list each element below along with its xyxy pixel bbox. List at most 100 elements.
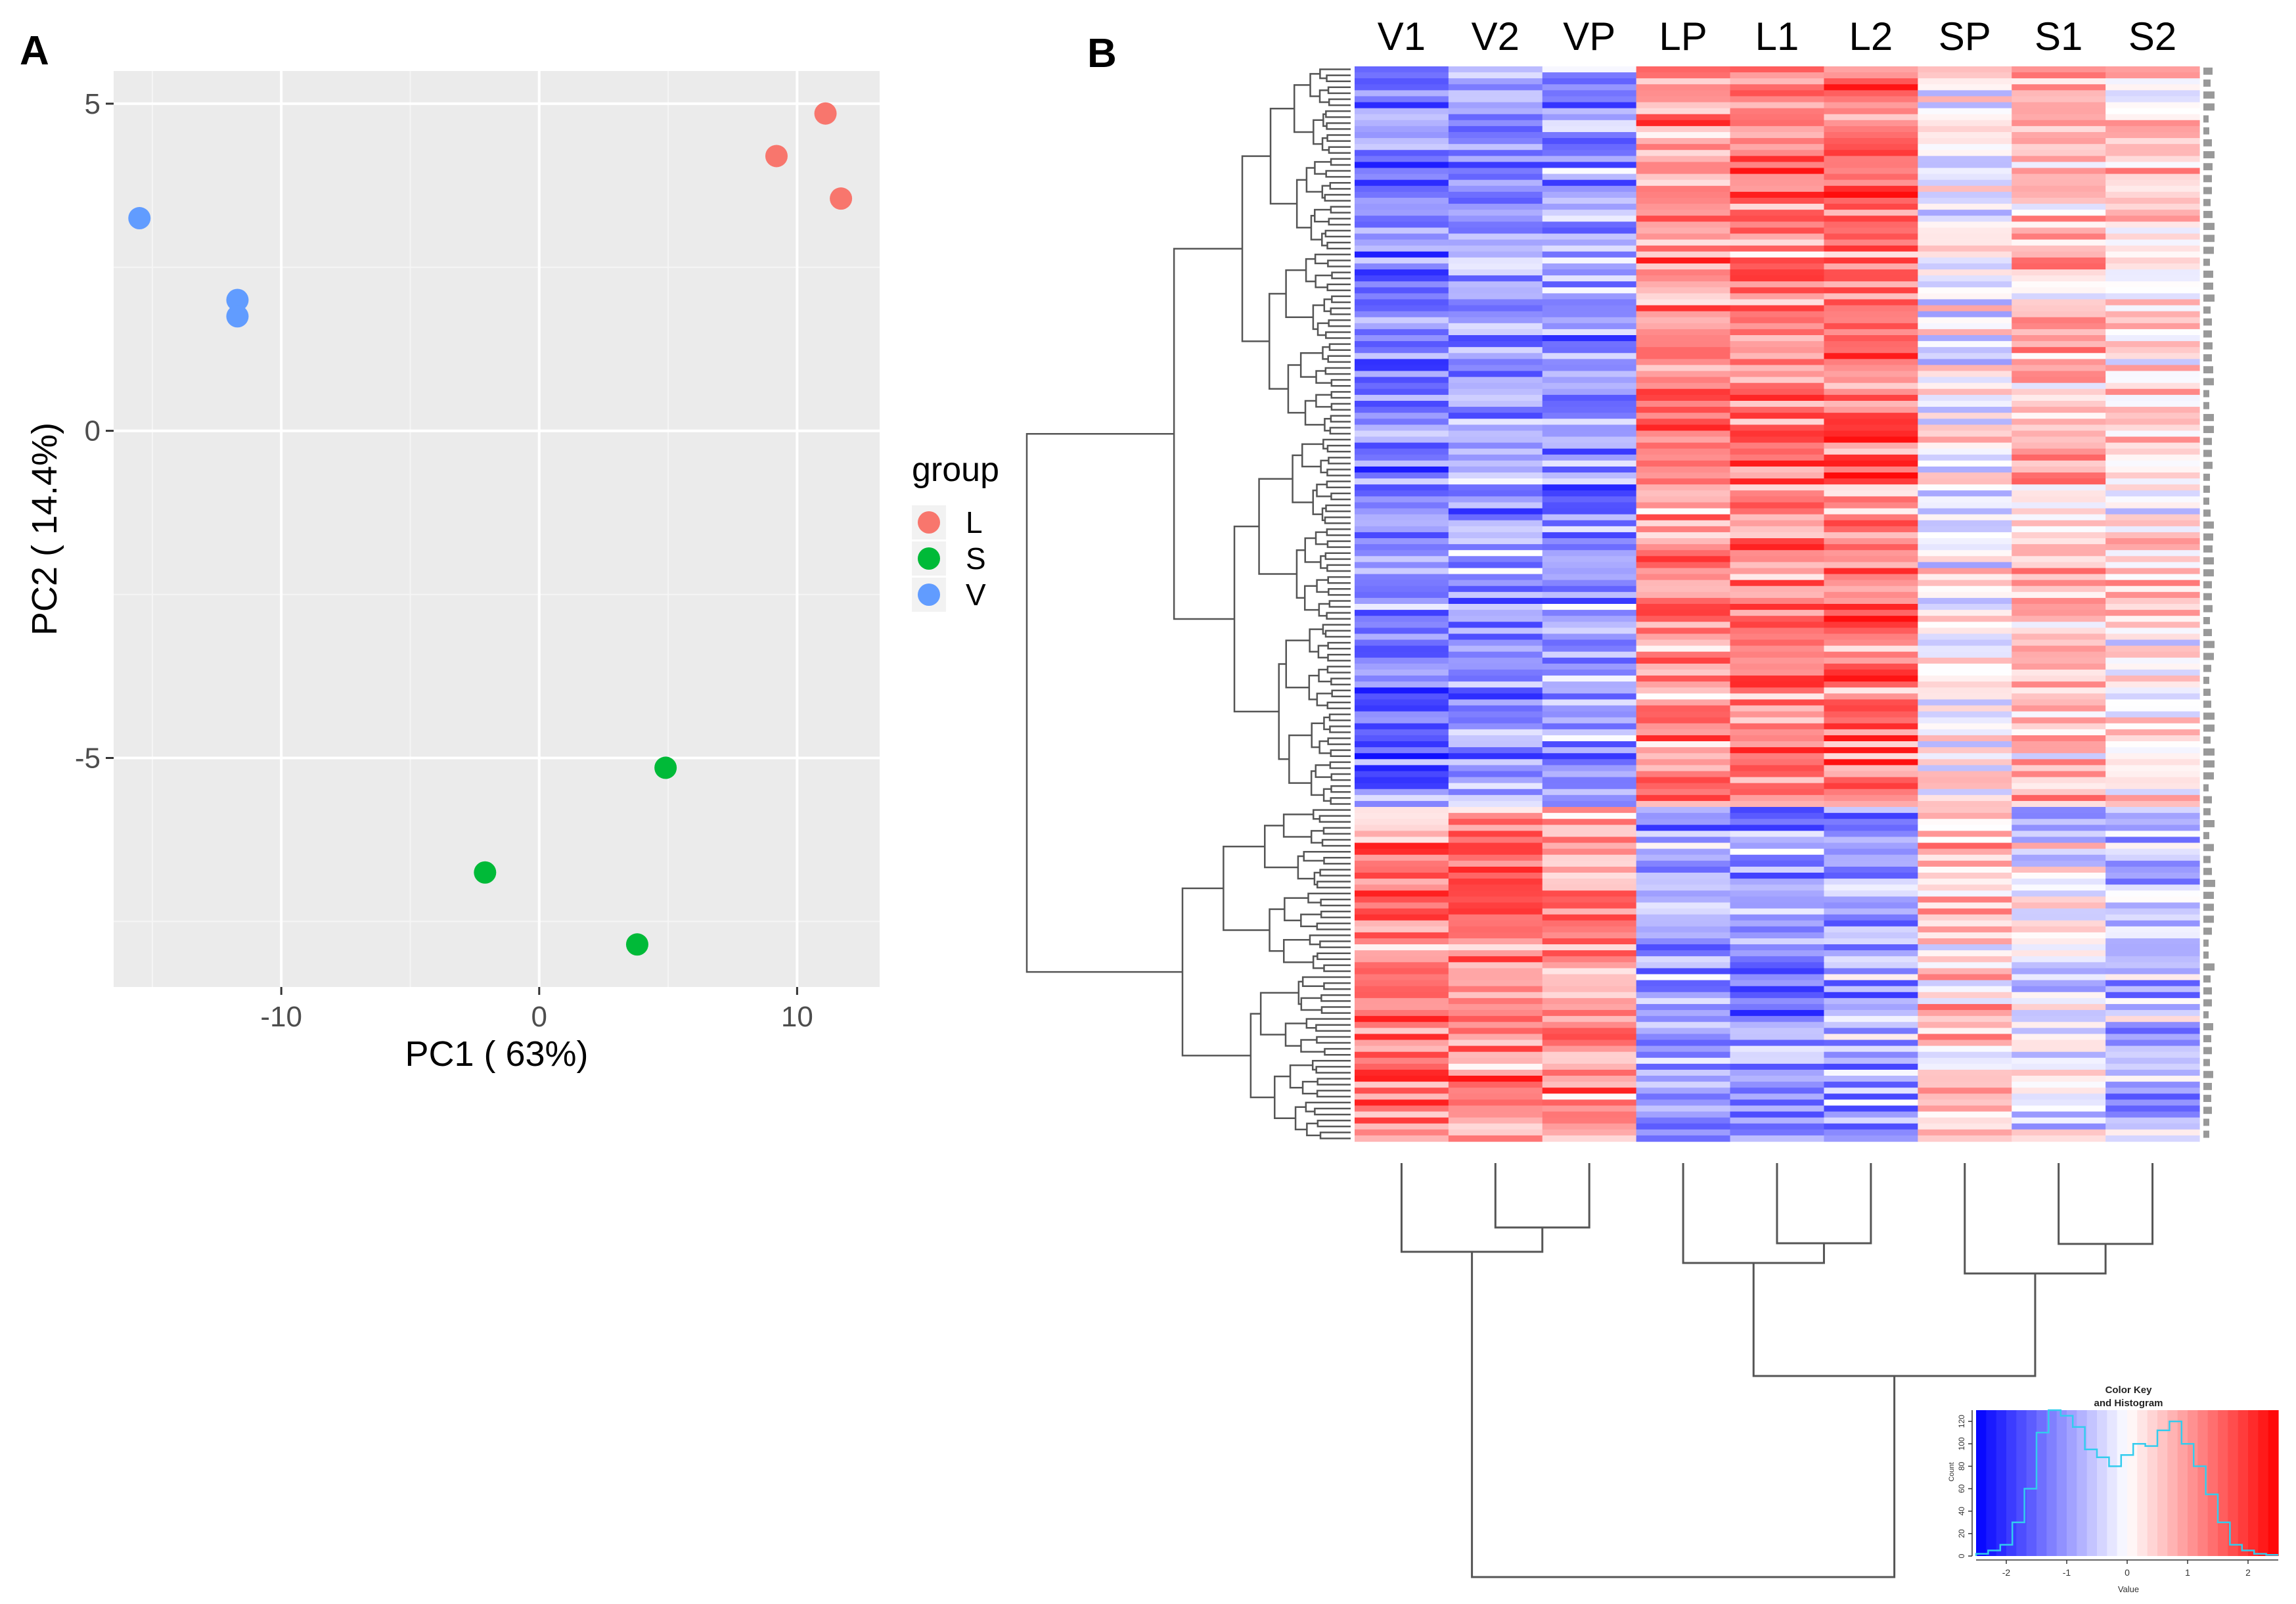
heatmap-cell: [1824, 616, 1918, 622]
heatmap-cell: [2012, 275, 2106, 282]
heatmap-cell: [1448, 550, 1543, 557]
heatmap-cell: [1542, 657, 1637, 664]
heatmap-cell: [1824, 825, 1918, 831]
heatmap-cell: [1730, 251, 1825, 258]
heatmap-cell: [1918, 520, 2012, 527]
heatmap-cell: [1448, 216, 1543, 222]
heatmap-cell: [1730, 1016, 1825, 1022]
row-dendrogram-branch: [1330, 749, 1351, 758]
heatmap-cell: [1448, 144, 1543, 150]
color-key-swatch: [2037, 1410, 2047, 1556]
row-dendrogram-branch: [1330, 677, 1351, 685]
heatmap-cell: [1918, 275, 2012, 282]
heatmap-cell: [2012, 532, 2106, 539]
heatmap-cell: [2012, 311, 2106, 318]
heatmap-cell: [1448, 842, 1543, 850]
heatmap-cell: [2012, 753, 2106, 760]
heatmap-cell: [1448, 908, 1543, 915]
heatmap-cell: [1542, 126, 1637, 133]
heatmap-cell: [2012, 84, 2106, 91]
heatmap-cell: [1448, 365, 1543, 372]
heatmap-cell: [1448, 382, 1543, 390]
heatmap-cell: [2105, 179, 2200, 187]
heatmap-cell: [1918, 239, 2012, 246]
heatmap-cell: [2012, 126, 2106, 133]
heatmap-cell: [1730, 466, 1825, 473]
heatmap-cell: [1355, 216, 1449, 222]
heatmap-cell: [1730, 765, 1825, 772]
heatmap-cell: [1636, 1111, 1731, 1118]
heatmap-cell: [1824, 819, 1918, 825]
heatmap-cell: [1918, 168, 2012, 175]
heatmap-cell: [1448, 902, 1543, 909]
row-label: [2203, 700, 2211, 708]
heatmap-cell: [1542, 956, 1637, 963]
heatmap-cell: [1918, 992, 2012, 999]
heatmap-cell: [2105, 914, 2200, 921]
heatmap-cell: [1636, 699, 1731, 706]
heatmap-cell: [1355, 669, 1449, 676]
heatmap-cell: [1542, 980, 1637, 987]
heatmap-cell: [1542, 800, 1637, 808]
heatmap-cell: [2012, 150, 2106, 156]
row-dendrogram-branch: [1293, 84, 1314, 133]
heatmap-cell: [1636, 693, 1731, 700]
heatmap-cell: [1448, 1082, 1543, 1088]
heatmap-cell: [1448, 681, 1543, 688]
heatmap-cell: [1918, 705, 2012, 712]
heatmap-cell: [1448, 622, 1543, 628]
heatmap-cell: [1355, 914, 1449, 921]
heatmap-cell: [1918, 1010, 2012, 1017]
heatmap-cell: [1542, 263, 1637, 270]
row-dendrogram-branch: [1327, 260, 1351, 267]
heatmap-cell: [2105, 1003, 2200, 1011]
heatmap-cell: [2012, 604, 2106, 610]
row-dendrogram-branch: [1285, 269, 1313, 318]
heatmap-cell: [2012, 729, 2106, 736]
heatmap-cell: [1824, 90, 1918, 97]
heatmap-cell: [1355, 681, 1449, 688]
heatmap-cell: [1918, 317, 2012, 324]
heatmap-cell: [1730, 974, 1825, 981]
heatmap-cell: [2012, 628, 2106, 635]
heatmap-cell: [1355, 908, 1449, 915]
heatmap-cell: [1636, 287, 1731, 294]
row-dendrogram-branch: [1316, 1036, 1351, 1044]
column-label-SP: SP: [1939, 14, 1991, 58]
heatmap-cell: [1355, 102, 1449, 109]
column-dendrogram-branch: [1752, 1263, 2037, 1377]
row-dendrogram-branch: [1283, 939, 1314, 963]
row-dendrogram-branch: [1327, 355, 1351, 363]
heatmap-cell: [1542, 78, 1637, 85]
heatmap-cell: [2105, 317, 2200, 324]
heatmap-cell: [1355, 275, 1449, 282]
row-dendrogram-branch: [1309, 934, 1351, 946]
heatmap-cell: [1355, 986, 1449, 993]
heatmap-cell: [1824, 568, 1918, 575]
heatmap-cell: [1355, 610, 1449, 616]
pca-legend: group LSV: [912, 451, 999, 612]
heatmap-cell: [1542, 388, 1637, 396]
heatmap-cell: [2105, 216, 2200, 222]
heatmap-cell: [2012, 1051, 2106, 1059]
heatmap-cell: [1542, 879, 1637, 885]
heatmap-cell: [1824, 359, 1918, 366]
row-dendrogram-branch: [1324, 367, 1351, 375]
heatmap-cell: [1730, 968, 1825, 975]
heatmap-cell: [2105, 102, 2200, 109]
row-label: [2203, 210, 2213, 218]
heatmap-cell: [1542, 1057, 1637, 1065]
column-label-V1: V1: [1378, 14, 1426, 58]
heatmap-cell: [1355, 651, 1449, 658]
heatmap-cell: [1542, 454, 1637, 461]
heatmap-cell: [1448, 1117, 1543, 1124]
heatmap-cell: [1918, 191, 2012, 198]
heatmap-cell: [1730, 150, 1825, 156]
heatmap-cell: [2105, 1088, 2200, 1094]
heatmap-cell: [1918, 759, 2012, 766]
heatmap-cell: [1636, 96, 1731, 103]
heatmap-cell: [1355, 1010, 1449, 1017]
heatmap-cell: [2012, 227, 2106, 235]
heatmap-cell: [1824, 1082, 1918, 1088]
heatmap-cell: [1730, 400, 1825, 407]
